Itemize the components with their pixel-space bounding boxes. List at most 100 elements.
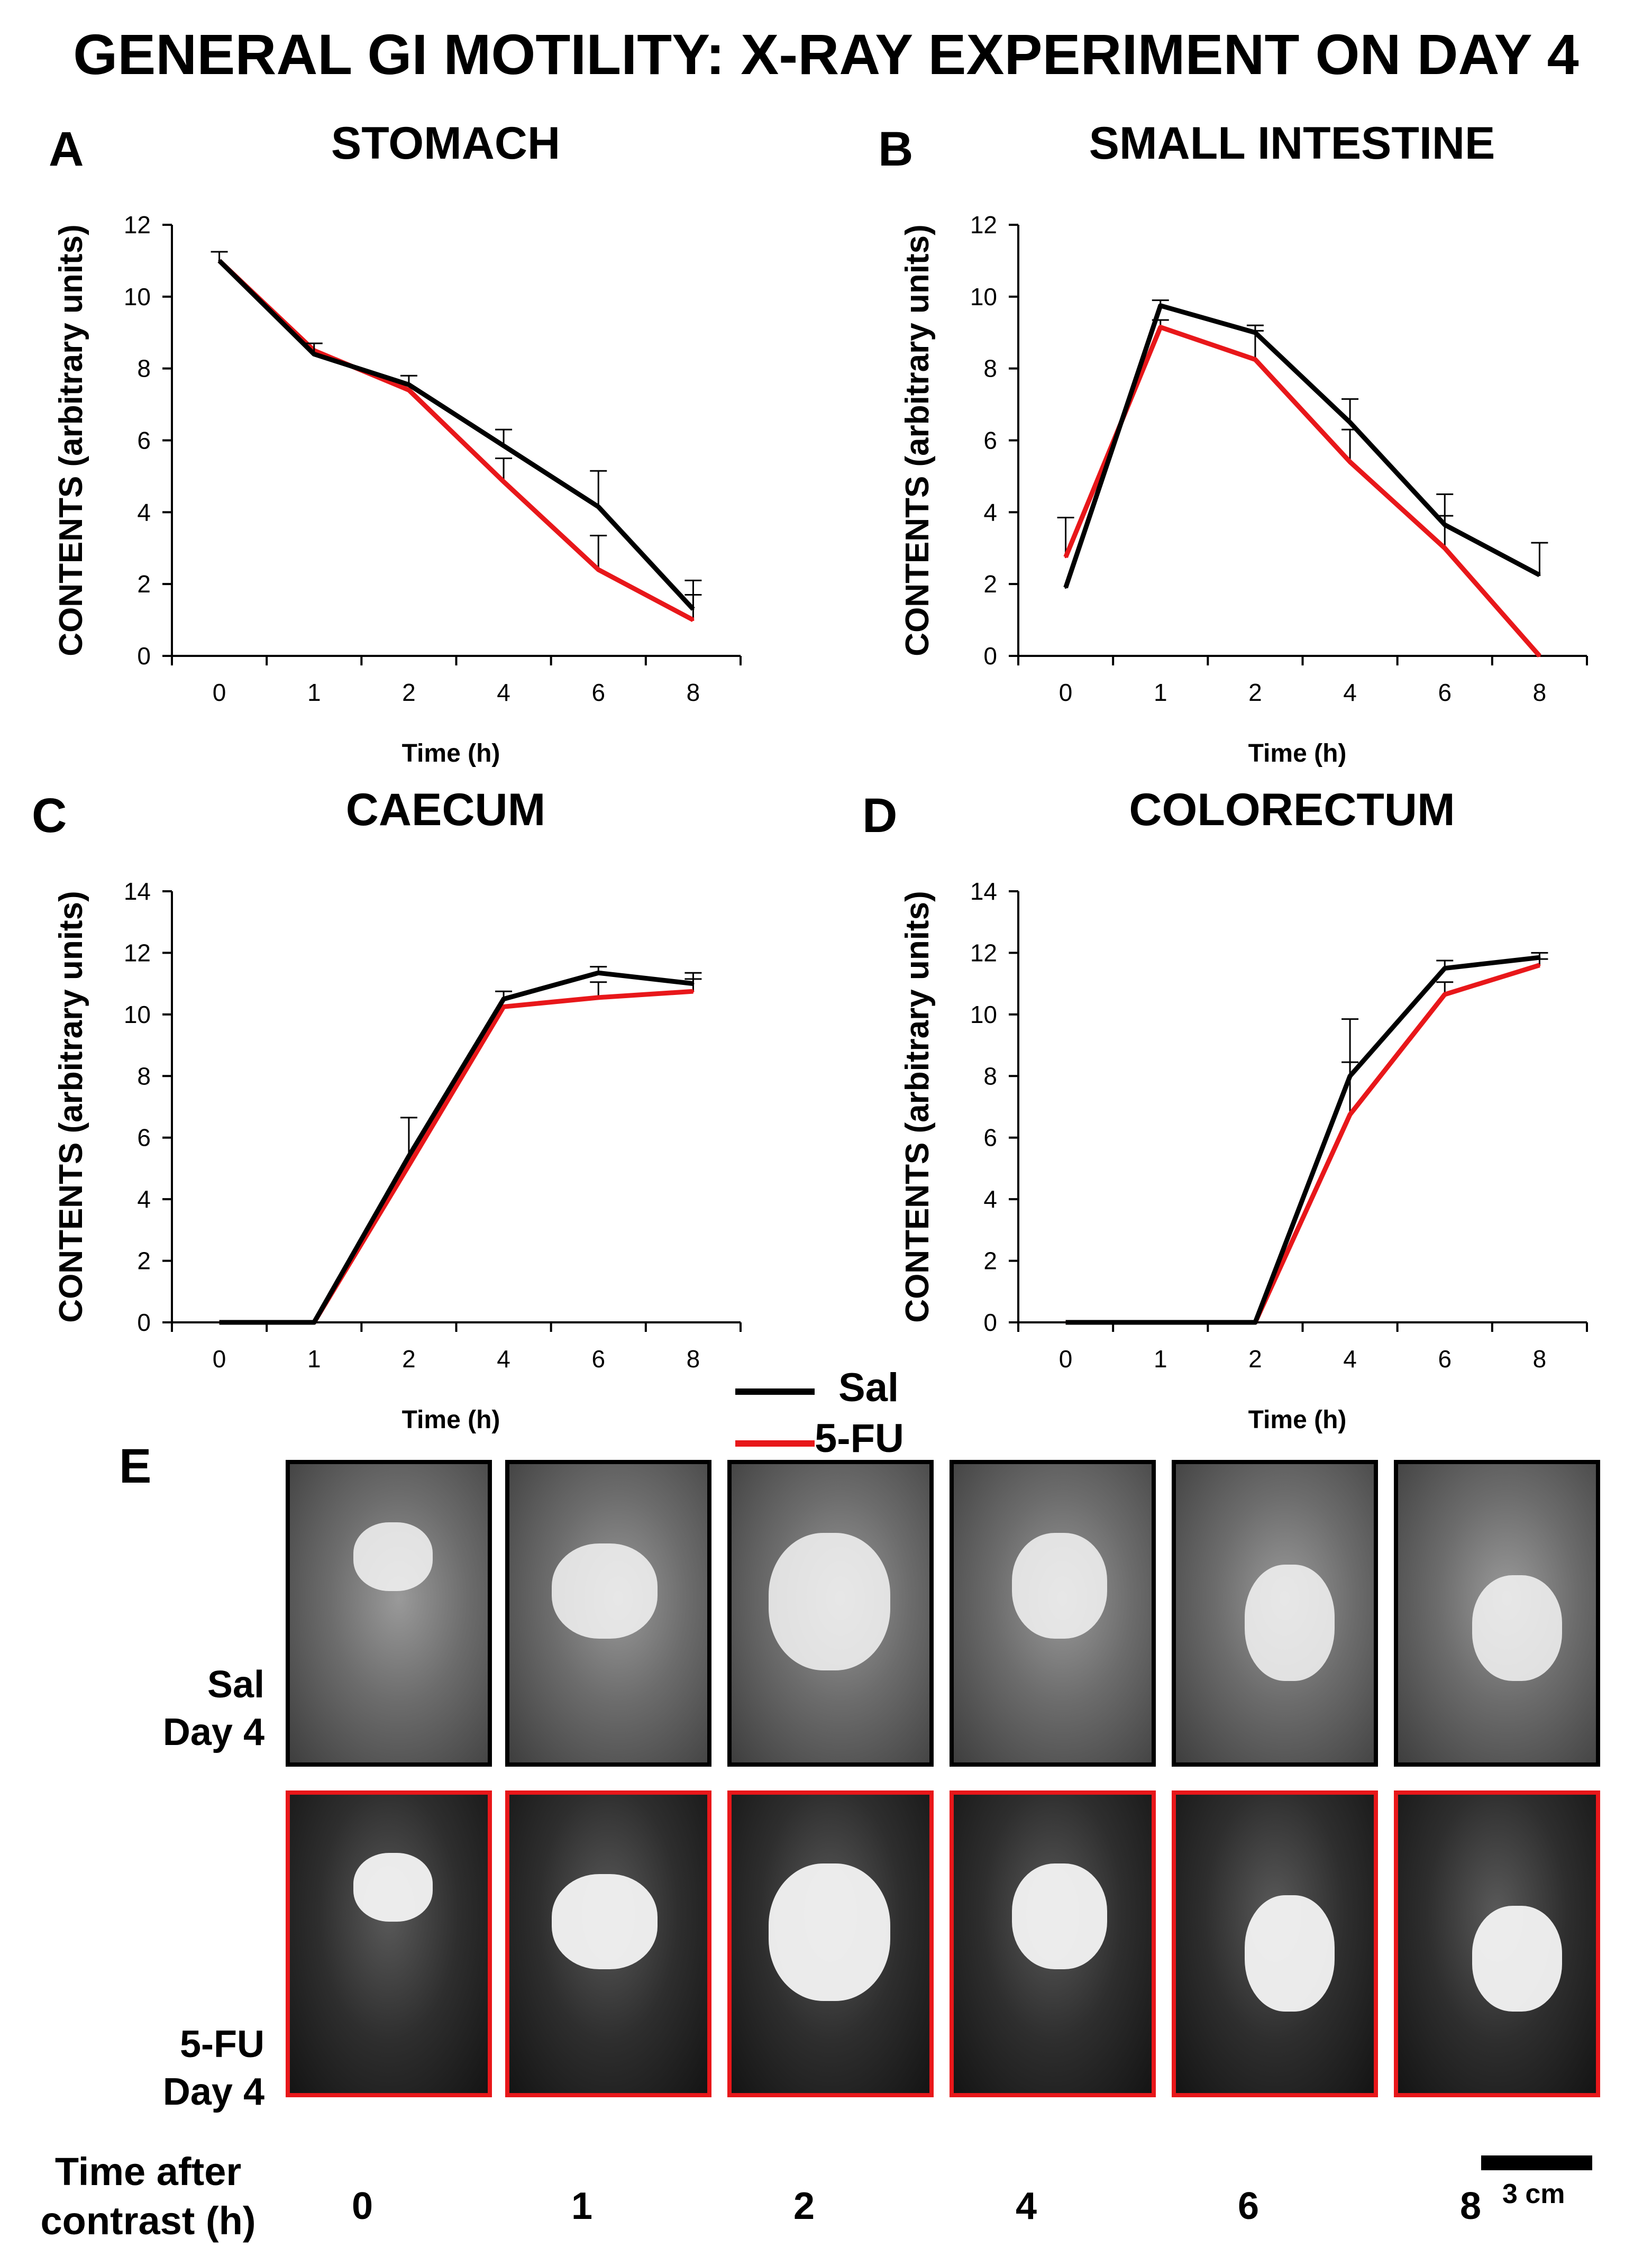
xray-5fu-2h — [727, 1790, 934, 2097]
panel-letter-a: A — [49, 122, 84, 176]
y-axis-label: CONTENTS (arbitrary units) — [53, 224, 89, 656]
contrast-region — [1012, 1533, 1107, 1639]
scale-bar — [1481, 2155, 1592, 2170]
data-point — [407, 383, 410, 386]
data-point — [1444, 967, 1446, 970]
data-point — [1159, 326, 1162, 328]
xray-sal-2h — [727, 1460, 934, 1767]
data-point — [218, 259, 221, 262]
series-line-sal — [1065, 955, 1540, 1325]
x-tick-label: 1 — [1154, 679, 1167, 706]
contrast-region — [552, 1543, 658, 1639]
chart-title: SMALL INTESTINE — [1089, 118, 1495, 169]
x-axis-label: Time (h) — [1248, 739, 1347, 767]
data-point — [597, 996, 600, 999]
contrast-region — [1472, 1575, 1562, 1681]
panel-letter-d: D — [862, 789, 898, 843]
x-tick-label: 2 — [1248, 679, 1262, 706]
x-tick-label: 8 — [687, 1345, 700, 1373]
chart-title: CAECUM — [346, 784, 545, 835]
x-tick-label: 6 — [591, 1345, 605, 1373]
data-point — [1444, 993, 1446, 996]
data-point — [597, 506, 600, 508]
data-point — [313, 353, 315, 355]
legend: Sal 5-FU — [730, 1359, 984, 1465]
y-tick-label: 8 — [137, 355, 151, 382]
y-axis-label: CONTENTS (arbitrary units) — [899, 891, 936, 1322]
y-axis-label: CONTENTS (arbitrary units) — [53, 891, 89, 1322]
data-point — [407, 1155, 410, 1157]
series-line-sal — [1063, 303, 1541, 589]
y-tick-label: 12 — [124, 211, 151, 239]
y-tick-label: 14 — [124, 878, 151, 905]
x-tick-label: 4 — [1343, 679, 1357, 706]
x-tick-label: 1 — [307, 679, 321, 706]
data-point — [692, 608, 695, 610]
panel-letter-c: C — [32, 789, 67, 843]
x-axis-label: Time (h) — [1248, 1406, 1347, 1434]
y-tick-label: 4 — [137, 498, 151, 526]
data-point — [313, 1321, 315, 1323]
y-tick-label: 10 — [970, 283, 997, 310]
contrast-region — [552, 1874, 658, 1969]
data-point — [1349, 1075, 1352, 1077]
legend-fu-swatch — [735, 1440, 815, 1447]
series-line-sal — [217, 259, 695, 611]
x-tick-label: 1 — [307, 1345, 321, 1373]
data-point — [597, 569, 600, 571]
data-point — [1538, 964, 1541, 966]
x-tick-label: 2 — [1248, 1345, 1262, 1373]
series-line-5fu — [1065, 963, 1540, 1325]
xray-sal-8h — [1394, 1460, 1600, 1767]
xray-5fu-4h — [950, 1790, 1156, 2097]
time-label-2: 2 — [793, 2185, 815, 2227]
time-label-1: 1 — [571, 2185, 593, 2227]
data-point — [503, 480, 505, 483]
x-tick-label: 4 — [497, 1345, 510, 1373]
data-point — [503, 444, 505, 447]
time-axis-label-line1: Time after — [54, 2150, 242, 2194]
xray-5fu-1h — [505, 1790, 711, 2097]
y-tick-label: 4 — [983, 498, 997, 526]
y-tick-label: 4 — [137, 1185, 151, 1213]
figure-title: GENERAL GI MOTILITY: X-RAY EXPERIMENT ON… — [73, 22, 1579, 86]
x-tick-label: 8 — [687, 679, 700, 706]
data-point — [1349, 421, 1352, 424]
y-tick-label: 14 — [970, 878, 997, 905]
x-tick-label: 2 — [402, 1345, 416, 1373]
y-tick-label: 10 — [970, 1001, 997, 1028]
contrast-region — [1472, 1906, 1562, 2012]
y-tick-label: 8 — [137, 1062, 151, 1090]
x-tick-label: 6 — [591, 679, 605, 706]
series-line-5fu — [217, 259, 695, 623]
contrast-region — [353, 1853, 433, 1922]
contrast-region — [1012, 1863, 1107, 1969]
series-line-5fu — [219, 989, 693, 1325]
data-point — [1538, 956, 1541, 959]
y-tick-label: 10 — [124, 283, 151, 310]
data-point — [218, 1321, 221, 1323]
x-axis-label: Time (h) — [402, 739, 500, 767]
y-tick-label: 12 — [970, 211, 997, 239]
data-point — [407, 389, 410, 391]
data-point — [1159, 1321, 1162, 1323]
panel-letter-b: B — [878, 122, 914, 176]
y-tick-label: 8 — [983, 355, 997, 382]
x-tick-label: 4 — [497, 679, 510, 706]
y-tick-label: 6 — [137, 427, 151, 454]
data-point — [692, 619, 695, 622]
y-tick-label: 12 — [124, 939, 151, 966]
series-line-5fu — [1063, 325, 1541, 657]
scale-bar-label: 3 cm — [1502, 2179, 1565, 2209]
y-tick-label: 8 — [983, 1062, 997, 1090]
contrast-region — [353, 1522, 433, 1591]
y-tick-label: 0 — [983, 642, 997, 670]
xray-5fu-6h — [1172, 1790, 1378, 2097]
x-tick-label: 1 — [1154, 1345, 1167, 1373]
x-tick-label: 6 — [1438, 679, 1452, 706]
contrast-region — [1245, 1565, 1335, 1681]
time-axis-label: Time after contrast (h) — [26, 2148, 270, 2245]
legend-fu-label: 5-FU — [815, 1416, 904, 1461]
